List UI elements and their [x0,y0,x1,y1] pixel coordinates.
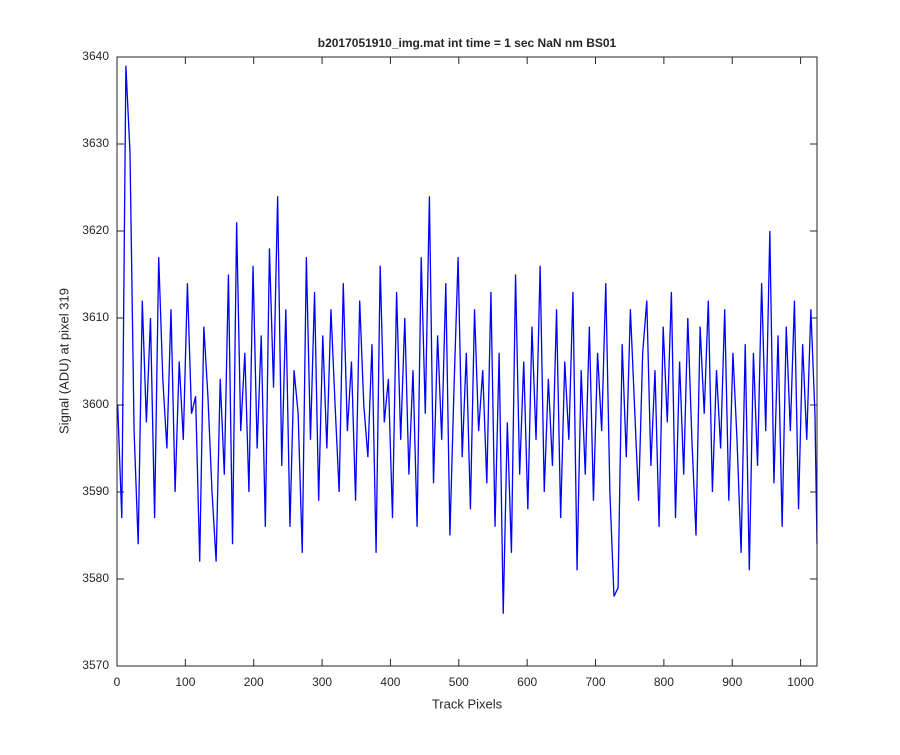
x-tick-label: 400 [380,675,400,689]
x-tick-label: 800 [654,675,674,689]
chart-title: b2017051910_img.mat int time = 1 sec NaN… [318,36,617,50]
x-tick-label: 200 [244,675,264,689]
x-tick-label: 500 [449,675,469,689]
x-tick-label: 100 [175,675,195,689]
x-axis-label: Track Pixels [432,696,503,711]
x-tick-label: 600 [517,675,537,689]
y-tick-label: 3610 [82,310,109,324]
data-line [117,65,818,614]
y-tick-label: 3620 [82,223,109,237]
plot-frame [116,56,818,667]
y-tick-label: 3600 [82,397,109,411]
y-tick-label: 3640 [82,49,109,63]
x-tick-label: 700 [586,675,606,689]
x-tick-label: 300 [312,675,332,689]
y-tick-label: 3590 [82,484,109,498]
x-tick-label: 1000 [787,675,814,689]
x-tick-label: 0 [114,675,121,689]
y-axis-label: Signal (ADU) at pixel 319 [56,288,71,434]
y-tick-label: 3570 [82,658,109,672]
x-tick-label: 900 [722,675,742,689]
y-tick-label: 3580 [82,571,109,585]
y-tick-label: 3630 [82,136,109,150]
